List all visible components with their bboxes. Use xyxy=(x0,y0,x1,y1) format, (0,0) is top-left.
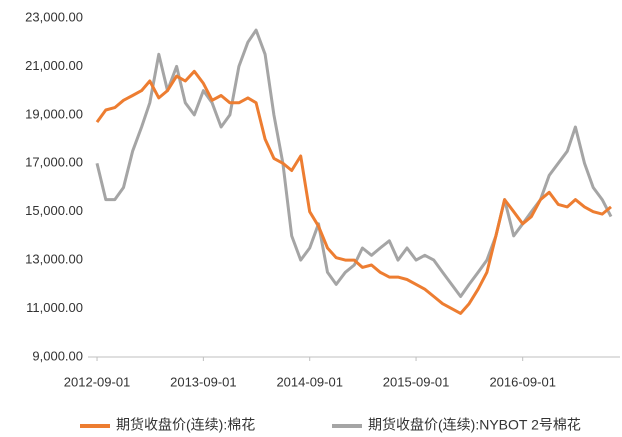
x-tick-label: 2012-09-01 xyxy=(64,374,131,389)
y-tick-label: 15,000.00 xyxy=(25,203,83,218)
y-tick-label: 19,000.00 xyxy=(25,106,83,121)
x-tick-label: 2013-09-01 xyxy=(170,374,237,389)
y-tick-label: 13,000.00 xyxy=(25,252,83,267)
legend-label: 期货收盘价(连续):棉花 xyxy=(116,417,255,433)
x-tick-label: 2014-09-01 xyxy=(276,374,343,389)
x-tick-label: 2015-09-01 xyxy=(383,374,450,389)
y-tick-label: 21,000.00 xyxy=(25,58,83,73)
x-tick-label: 2016-09-01 xyxy=(489,374,556,389)
series-line xyxy=(95,28,613,298)
series-line xyxy=(95,69,612,315)
y-tick-label: 9,000.00 xyxy=(32,348,83,363)
y-tick-label: 23,000.00 xyxy=(25,9,83,24)
legend-label: 期货收盘价(连续):NYBOT 2号棉花 xyxy=(368,417,581,433)
y-tick-label: 17,000.00 xyxy=(25,155,83,170)
y-tick-label: 11,000.00 xyxy=(26,300,83,315)
